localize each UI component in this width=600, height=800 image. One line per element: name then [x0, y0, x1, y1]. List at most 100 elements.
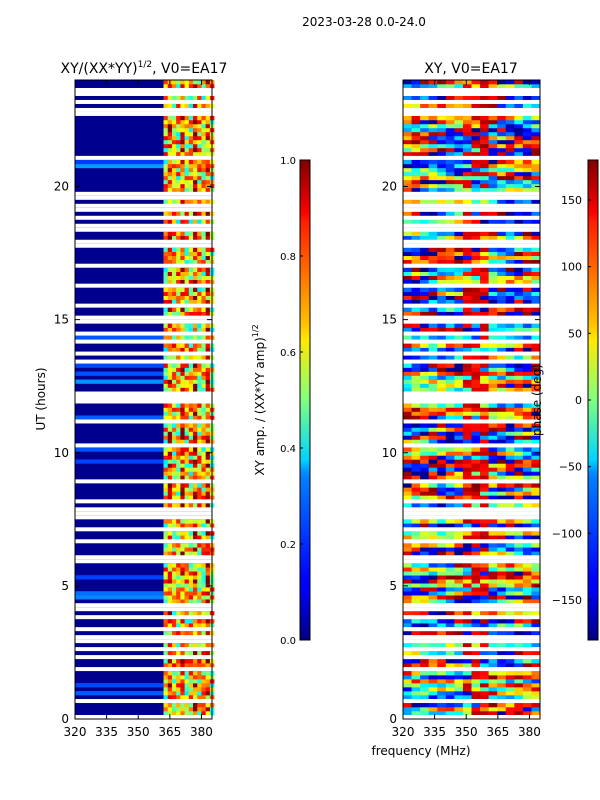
heatmap-2-cell: [531, 435, 541, 440]
heatmap-2-cell: [462, 435, 472, 440]
heatmap-2-cell: [514, 651, 524, 656]
heatmap-2-cell: [445, 531, 455, 536]
heatmap-1-cell: [163, 643, 169, 648]
heatmap-2-cell: [514, 663, 524, 668]
heatmap-2-cell: [445, 563, 455, 568]
heatmap-2-cell: [411, 567, 421, 572]
heatmap-2-cell: [514, 347, 524, 352]
heatmap-1-cell: [180, 711, 185, 716]
heatmap-1-cell: [197, 495, 202, 500]
heatmap-2-cell: [437, 287, 447, 292]
heatmap-1-cell: [180, 691, 185, 696]
heatmap-2-cell: [480, 163, 489, 169]
heatmap-1-cell: [205, 455, 211, 460]
heatmap-2-cell: [505, 271, 515, 276]
heatmap-2-cell: [497, 251, 507, 257]
heatmap-2-cell: [462, 579, 472, 584]
heatmap-1-cell: [180, 695, 185, 700]
heatmap-1-cell: [193, 255, 198, 261]
heatmap-2-cell: [505, 387, 515, 392]
heatmap-2-cell: [531, 139, 541, 145]
heatmap-1-cell: [197, 567, 202, 572]
heatmap-1-cell: [171, 671, 177, 676]
heatmap-2-cell: [497, 143, 507, 149]
heatmap-2-cell: [505, 671, 515, 676]
heatmap-1-cell: [188, 675, 194, 680]
heatmap-2-cell: [420, 671, 429, 676]
heatmap-2-cell: [531, 427, 541, 432]
heatmap-1-cell: [188, 115, 194, 121]
heatmap-2-cell: [420, 547, 429, 552]
heatmap-2-cell: [437, 643, 447, 648]
heatmap-1-cell: [184, 643, 190, 648]
heatmap-1-cell: [180, 487, 185, 492]
heatmap-2-cell: [445, 307, 455, 312]
heatmap-1-cell: [180, 235, 185, 241]
heatmap-2-cell: [420, 523, 429, 528]
heatmap-2-cell: [497, 123, 507, 129]
heatmap-1-flag: [75, 715, 212, 719]
heatmap-2-cell: [428, 271, 438, 276]
heatmap-1-cell: [197, 235, 202, 241]
heatmap-2-cell: [471, 80, 481, 85]
heatmap-1-cell: [171, 247, 177, 253]
heatmap-2-cell: [420, 83, 429, 89]
heatmap-2-cell: [497, 435, 507, 440]
heatmap-2-cell: [437, 139, 447, 145]
heatmap-2-flag: [403, 359, 540, 364]
heatmap-2-cell: [505, 707, 515, 712]
heatmap-2-cell: [437, 383, 447, 388]
heatmap-1-cell: [167, 131, 173, 137]
heatmap-2-cell: [411, 595, 421, 600]
heatmap-2-cell: [531, 247, 541, 253]
heatmap-2-cell: [403, 675, 412, 680]
heatmap-1-cell: [184, 679, 190, 684]
heatmap-2-cell: [471, 583, 481, 588]
heatmap-1-cell: [201, 535, 206, 540]
heatmap-2-cell: [437, 211, 447, 217]
heatmap-1-cell: [188, 463, 194, 468]
heatmap-2-cell: [531, 423, 541, 428]
heatmap-2-cell: [497, 255, 507, 261]
heatmap-2-cell: [454, 583, 464, 588]
heatmap-2-cell: [488, 547, 498, 552]
heatmap-1-cell: [197, 675, 202, 680]
heatmap-2-cell: [420, 535, 429, 540]
heatmap-2-cell: [488, 695, 498, 700]
heatmap-2-cell: [505, 651, 515, 656]
heatmap-2-cell: [497, 347, 507, 352]
heatmap-1-cell: [171, 375, 177, 380]
heatmap-1-cell: [201, 543, 206, 548]
heatmap-2-cell: [514, 623, 524, 628]
heatmap-2-cell: [488, 451, 498, 456]
heatmap-2-cell: [522, 575, 532, 580]
heatmap-1-cell: [193, 131, 198, 137]
heatmap-1-cell: [205, 163, 211, 169]
heatmap-2-cell: [437, 567, 447, 572]
heatmap-1-cell: [197, 147, 202, 153]
heatmap-2-cell: [420, 80, 429, 85]
heatmap-2-cell: [480, 455, 489, 460]
heatmap-2-cell: [514, 543, 524, 548]
heatmap-2-cell: [428, 311, 438, 316]
heatmap-2-cell: [471, 475, 481, 480]
heatmap-2-cell: [462, 663, 472, 668]
heatmap-2-cell: [437, 275, 447, 280]
heatmap-1-cell: [176, 459, 181, 464]
heatmap-1-cell: [193, 199, 198, 205]
heatmap-2-cell: [445, 455, 455, 460]
heatmap-2-cell: [428, 275, 438, 280]
heatmap-1-cell: [163, 279, 169, 284]
heatmap-2-cell: [403, 431, 412, 436]
heatmap-2-cell: [403, 371, 412, 376]
heatmap-2-cell: [514, 467, 524, 472]
heatmap-1-flag: [75, 479, 212, 484]
heatmap-1-cell: [197, 347, 202, 352]
heatmap-1-cell: [163, 495, 169, 500]
heatmap-1-cell: [167, 119, 173, 125]
heatmap-2-cell: [531, 691, 541, 696]
heatmap-1-cell: [197, 591, 202, 596]
heatmap-2-cell: [514, 707, 524, 712]
heatmap-2-cell: [411, 411, 421, 416]
heatmap-2-cell: [497, 495, 507, 500]
